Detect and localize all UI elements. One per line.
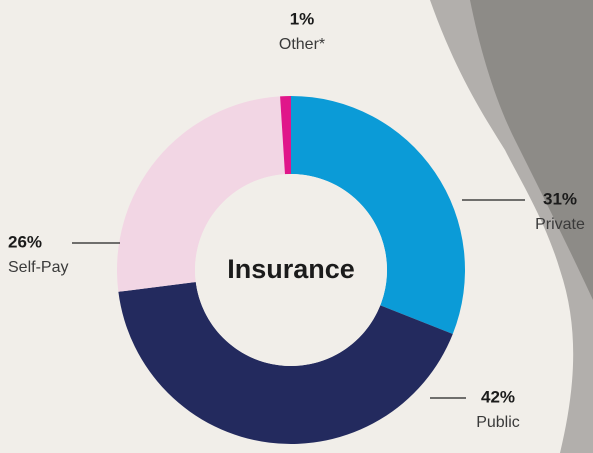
- category-label: Public: [476, 414, 520, 431]
- category-label: Self-Pay: [8, 259, 68, 276]
- photo-shadow: [470, 0, 593, 300]
- value-label: 1%: [290, 9, 315, 28]
- donut-segment: [118, 282, 453, 445]
- donut-segment: [280, 96, 291, 175]
- donut-segment: [117, 96, 285, 292]
- donut-segment: [291, 96, 465, 335]
- category-label: Private: [535, 216, 585, 233]
- donut-hole: [195, 174, 387, 366]
- category-label: Other*: [279, 36, 325, 53]
- value-label: 42%: [481, 387, 515, 406]
- chart-title: Insurance: [227, 254, 355, 284]
- value-label: 26%: [8, 232, 42, 251]
- value-label: 31%: [543, 189, 577, 208]
